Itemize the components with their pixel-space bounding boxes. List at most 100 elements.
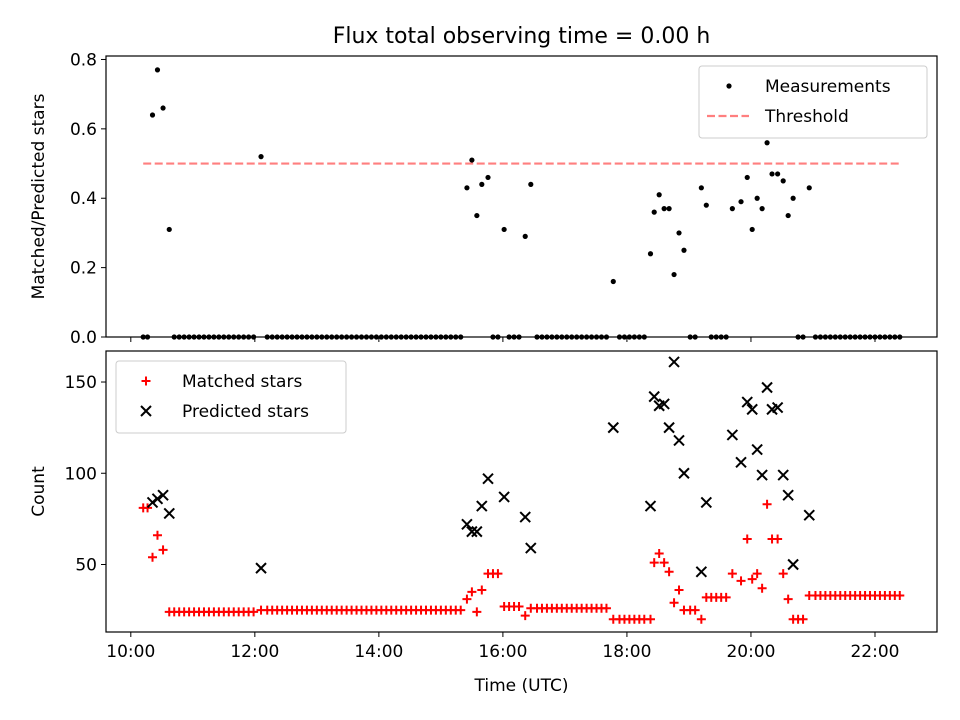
- data-point: [250, 334, 257, 340]
- data-point: [603, 334, 610, 340]
- data-point: [664, 567, 674, 577]
- data-point: [669, 598, 679, 608]
- data-point: [472, 607, 482, 617]
- data-point: [588, 334, 595, 340]
- data-point: [143, 503, 153, 513]
- data-point: [433, 334, 439, 340]
- data-point: [324, 334, 330, 340]
- data-point: [363, 334, 370, 340]
- data-point: [231, 334, 237, 340]
- data-point: [196, 334, 202, 340]
- data-point: [216, 334, 222, 340]
- data-point: [862, 334, 868, 340]
- legend-label: Predicted stars: [182, 402, 309, 422]
- data-point: [511, 334, 517, 340]
- data-point: [751, 443, 763, 456]
- data-point: [601, 603, 611, 613]
- data-point: [157, 489, 169, 501]
- data-point: [221, 334, 227, 340]
- data-point: [790, 195, 796, 201]
- y-tick-label: 0.2: [70, 259, 97, 279]
- data-point: [651, 209, 657, 215]
- data-point: [738, 199, 744, 205]
- legend-marker: [726, 83, 732, 89]
- data-point: [762, 499, 772, 509]
- data-point: [493, 569, 503, 579]
- data-point: [692, 334, 698, 340]
- data-point: [872, 334, 878, 340]
- data-point: [754, 195, 760, 201]
- data-point: [186, 334, 192, 340]
- data-point: [747, 574, 757, 584]
- data-point: [621, 334, 628, 340]
- data-point: [749, 226, 755, 233]
- data-point: [393, 334, 399, 340]
- data-point: [668, 356, 680, 368]
- data-point: [144, 334, 151, 340]
- data-point: [822, 334, 828, 340]
- data-point: [314, 334, 320, 340]
- data-point: [666, 206, 672, 212]
- data-point: [539, 334, 545, 340]
- data-point: [506, 334, 512, 340]
- y-tick-label: 50: [75, 555, 97, 575]
- data-point: [477, 585, 487, 595]
- data-point: [158, 545, 168, 555]
- data-point: [626, 334, 633, 340]
- data-point: [882, 334, 888, 340]
- data-point: [678, 467, 690, 479]
- data-point: [334, 334, 340, 340]
- y-axis-label: Count: [29, 466, 49, 517]
- data-point: [610, 278, 616, 285]
- series-matched-stars: [138, 499, 905, 624]
- data-point: [319, 334, 325, 340]
- data-point: [744, 174, 750, 181]
- data-point: [887, 334, 893, 340]
- data-point: [564, 334, 570, 340]
- data-point: [698, 185, 704, 191]
- chart-title: Flux total observing time = 0.00 h: [333, 24, 711, 49]
- data-point: [661, 206, 667, 212]
- data-point: [309, 334, 315, 340]
- data-point: [631, 334, 637, 340]
- data-point: [654, 549, 664, 559]
- series-measurements: [140, 67, 903, 340]
- data-point: [644, 500, 657, 512]
- legend: Measurements Threshold: [698, 65, 928, 139]
- data-point: [289, 334, 295, 340]
- data-point: [466, 525, 478, 538]
- data-point: [226, 334, 232, 340]
- data-point: [742, 534, 752, 544]
- data-point: [636, 334, 642, 340]
- data-point: [842, 334, 848, 340]
- data-point: [522, 233, 528, 239]
- data-point: [729, 206, 735, 212]
- legend-label: Measurements: [765, 77, 891, 97]
- data-point: [304, 334, 310, 340]
- data-point: [191, 334, 197, 340]
- y-tick-label: 150: [65, 373, 97, 393]
- data-point: [461, 518, 473, 531]
- data-point: [249, 607, 259, 617]
- data-point: [663, 421, 675, 434]
- data-point: [329, 334, 335, 340]
- data-point: [741, 396, 753, 408]
- top-plot-area: 0.0 0.2 0.4 0.6 0.8 Matched/Predicted stars Me…: [29, 50, 938, 348]
- data-point: [780, 178, 786, 184]
- data-point: [490, 334, 496, 340]
- data-point: [645, 614, 655, 624]
- data-point: [255, 562, 267, 574]
- data-point: [764, 140, 770, 146]
- data-point: [348, 334, 355, 340]
- data-point: [176, 334, 182, 340]
- data-point: [294, 334, 300, 340]
- data-point: [423, 334, 429, 340]
- data-point: [498, 491, 510, 503]
- data-point: [782, 489, 794, 501]
- axes-frame: [105, 350, 938, 633]
- data-point: [746, 403, 758, 416]
- data-point: [752, 569, 762, 579]
- x-axis-label: Time (UTC): [474, 676, 569, 696]
- data-point: [274, 334, 280, 340]
- data-point: [837, 334, 843, 340]
